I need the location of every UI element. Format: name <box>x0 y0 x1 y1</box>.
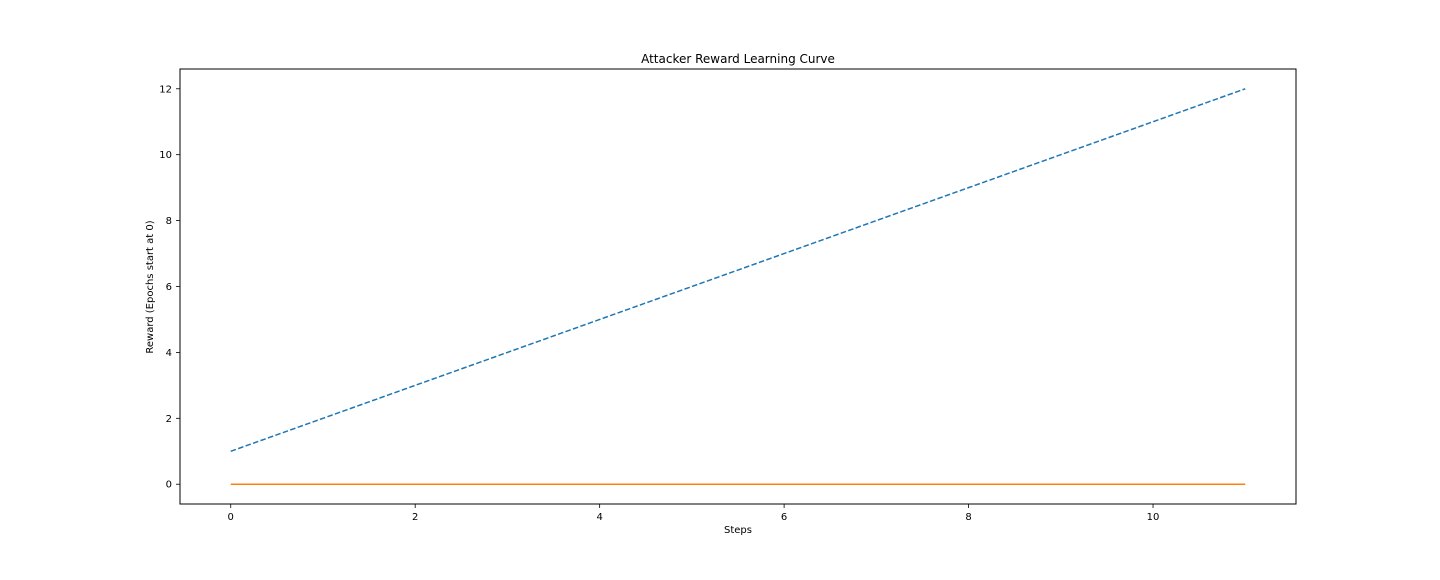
x-tick-label: 4 <box>596 512 602 523</box>
x-tick-label: 2 <box>412 512 418 523</box>
y-tick-label: 6 <box>166 282 172 293</box>
y-tick-label: 10 <box>159 150 172 161</box>
x-tick-label: 0 <box>228 512 234 523</box>
y-tick-label: 8 <box>166 216 172 227</box>
chart-title: Attacker Reward Learning Curve <box>641 52 835 66</box>
series-line-1 <box>230 88 1246 452</box>
y-tick-label: 2 <box>166 414 172 425</box>
y-axis-label: Reward (Epochs start at 0) <box>145 220 156 353</box>
y-tick-label: 4 <box>166 348 172 359</box>
series-layer <box>230 88 1246 485</box>
plot-frame <box>179 68 1297 505</box>
ticks-layer: 0 2 4 6 8 10 0 2 4 6 8 10 12 <box>159 84 1159 523</box>
y-tick-label: 12 <box>159 84 172 95</box>
x-axis-label: Steps <box>724 525 752 536</box>
y-tick-label: 0 <box>166 480 172 491</box>
x-tick-label: 10 <box>1147 512 1160 523</box>
x-tick-label: 8 <box>965 512 971 523</box>
x-tick-label: 6 <box>781 512 787 523</box>
